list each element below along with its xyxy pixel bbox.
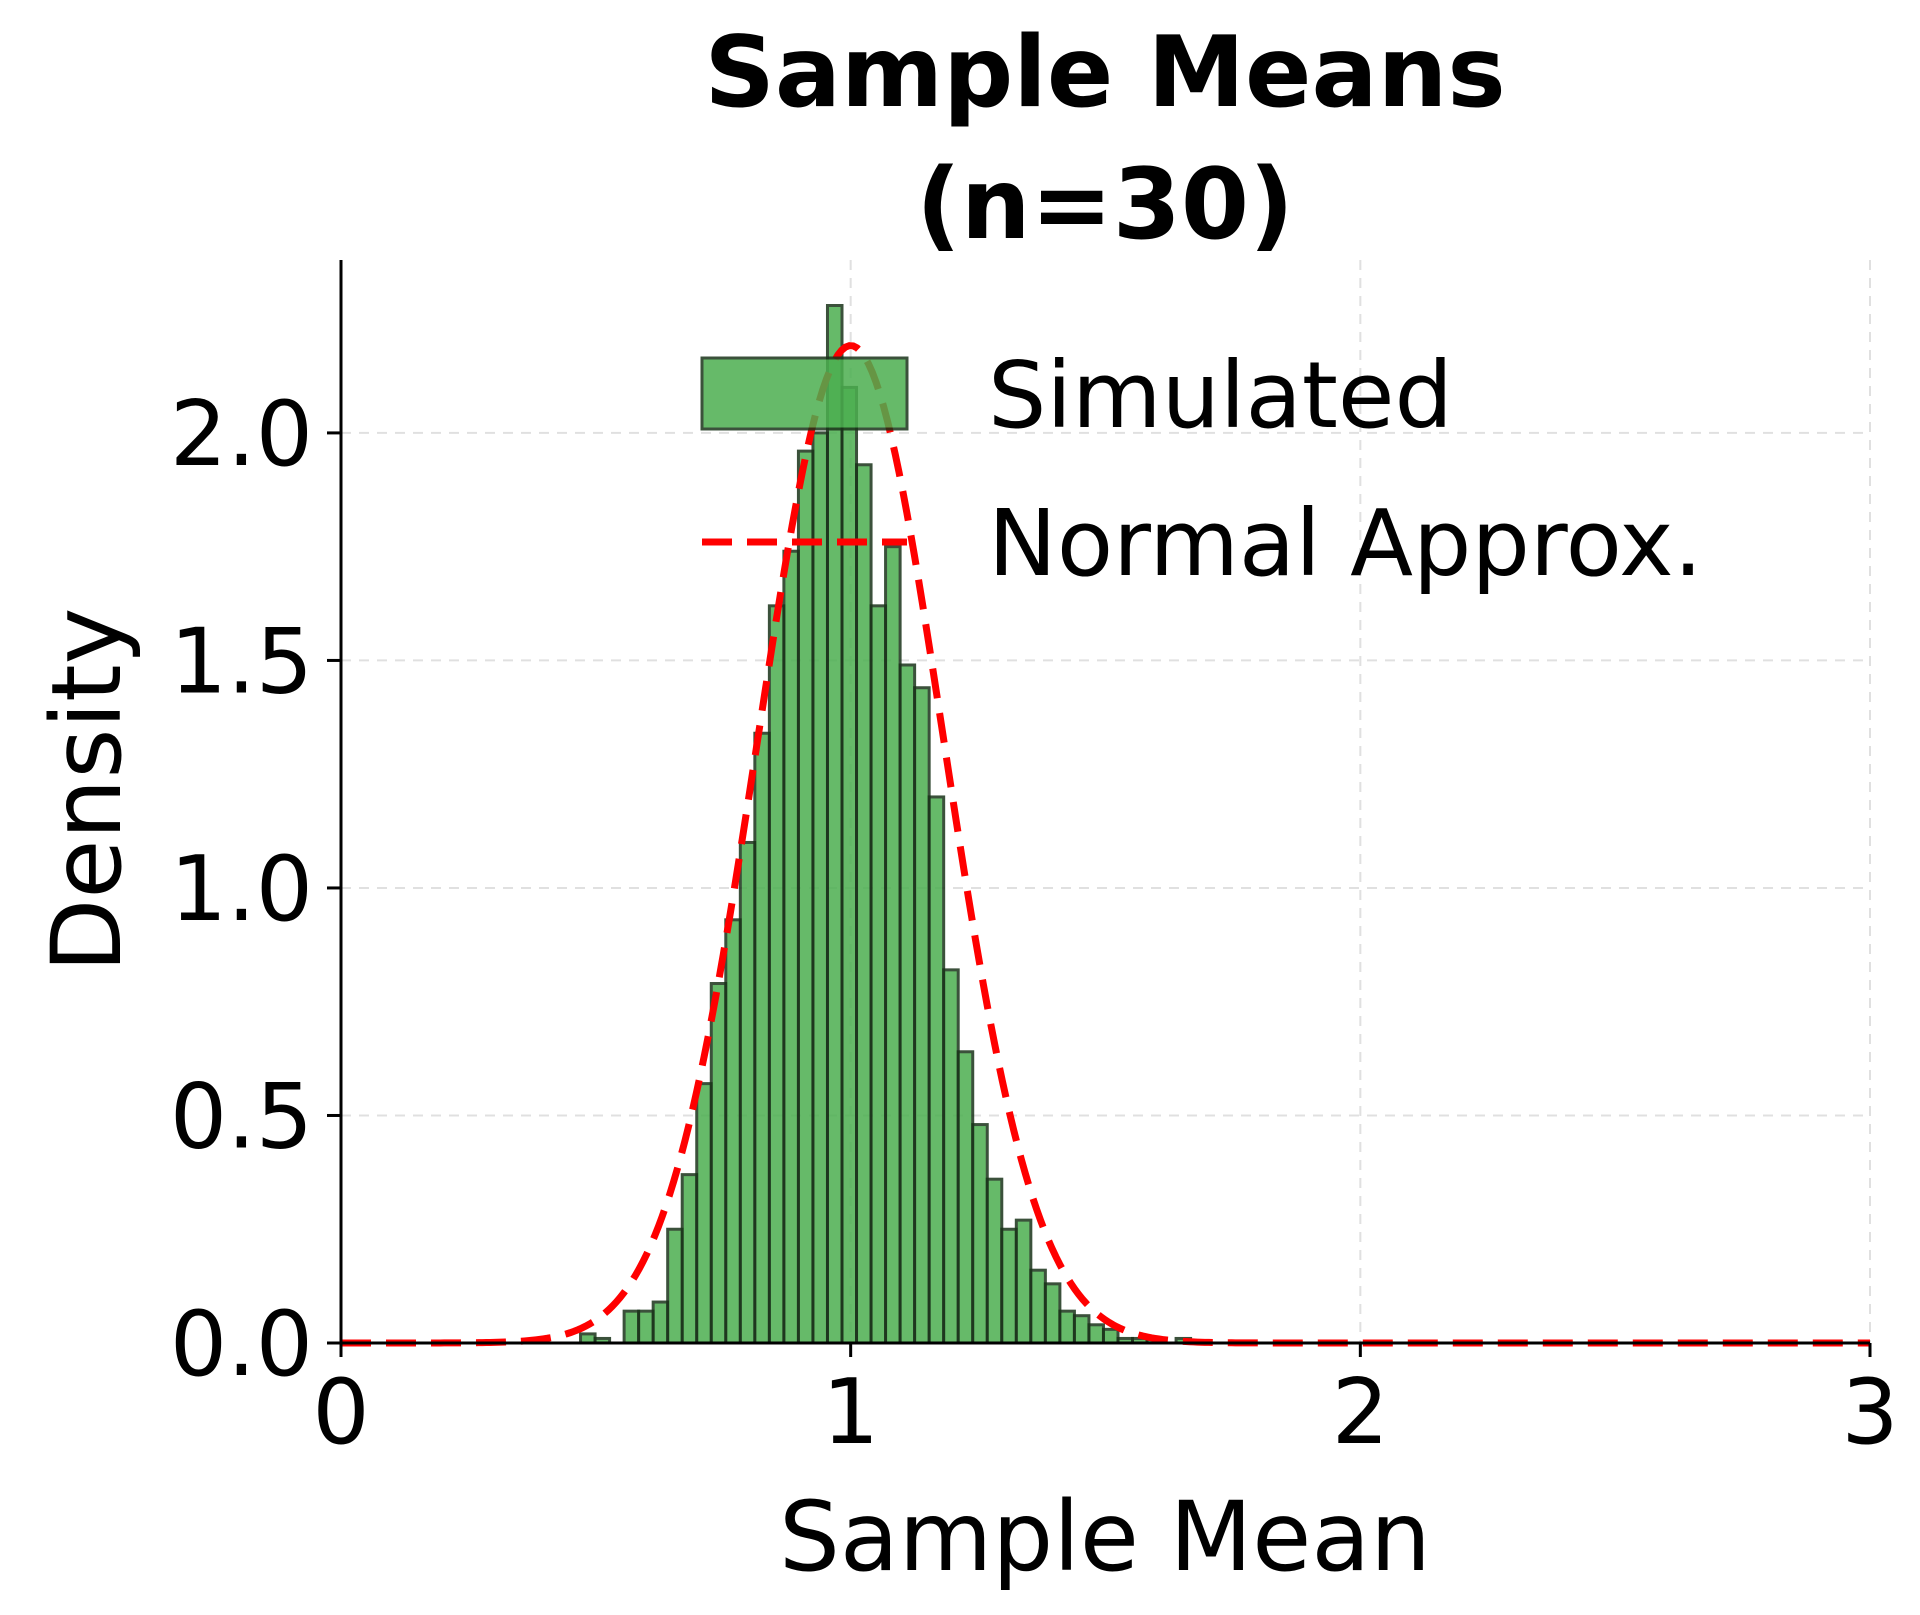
histogram-bar bbox=[855, 463, 873, 1345]
histogram-bar bbox=[1058, 1309, 1076, 1345]
histogram-bar bbox=[913, 686, 931, 1345]
histogram-bar bbox=[709, 982, 728, 1345]
histogram-bar bbox=[971, 1123, 989, 1345]
histogram-bar bbox=[753, 731, 771, 1345]
histogram-bar bbox=[840, 385, 859, 1345]
histogram-bar bbox=[767, 604, 786, 1345]
histogram-bar bbox=[622, 1309, 641, 1345]
histogram-bar bbox=[1029, 1268, 1047, 1345]
x-tick-label: 1 bbox=[822, 1360, 879, 1465]
histogram-bar bbox=[927, 795, 946, 1345]
y-ticks: 0.0 0.5 1.0 1.5 2.0 bbox=[170, 382, 341, 1397]
x-axis-label: Sample Mean bbox=[779, 1481, 1431, 1593]
legend: Simulated Normal Approx. bbox=[700, 342, 1703, 597]
histogram-bar bbox=[884, 545, 902, 1345]
histogram-bar bbox=[942, 968, 960, 1345]
y-tick-label: 2.0 bbox=[170, 382, 313, 487]
x-ticks: 0 1 2 3 bbox=[312, 1343, 1899, 1465]
histogram-bar bbox=[956, 1050, 975, 1345]
histogram-bar bbox=[796, 449, 815, 1345]
histogram-bar bbox=[1043, 1282, 1062, 1345]
legend-swatch-simulated bbox=[700, 356, 909, 431]
y-tick-label: 0.5 bbox=[170, 1064, 313, 1169]
histogram-bar bbox=[1014, 1218, 1033, 1345]
histogram-bar bbox=[1000, 1227, 1018, 1345]
histogram-bar bbox=[738, 840, 757, 1345]
x-tick-label: 3 bbox=[1841, 1360, 1898, 1465]
y-tick-label: 0.0 bbox=[170, 1292, 313, 1397]
chart-title-line-2: (n=30) bbox=[916, 148, 1294, 262]
histogram-bar bbox=[782, 549, 800, 1345]
histogram-bar bbox=[666, 1227, 684, 1345]
legend-label-simulated: Simulated bbox=[988, 342, 1453, 449]
y-tick-label: 1.0 bbox=[170, 837, 313, 942]
chart-title-line-1: Sample Means bbox=[704, 16, 1505, 130]
histogram-bar bbox=[724, 918, 742, 1345]
histogram-bar bbox=[898, 663, 917, 1345]
x-tick-label: 0 bbox=[312, 1360, 369, 1465]
histogram-bar bbox=[869, 604, 888, 1345]
histogram-bar bbox=[825, 304, 844, 1345]
histogram-bar bbox=[695, 1082, 713, 1345]
histogram-bar bbox=[1072, 1314, 1091, 1345]
histogram-bar bbox=[985, 1177, 1004, 1345]
legend-label-normal-approx: Normal Approx. bbox=[988, 490, 1703, 597]
histogram-bar bbox=[651, 1300, 670, 1345]
y-axis-label: Density bbox=[31, 608, 143, 973]
histogram-bar bbox=[1087, 1323, 1105, 1345]
histogram-bar bbox=[637, 1309, 655, 1345]
histogram-bar bbox=[1101, 1327, 1120, 1345]
histogram-bar bbox=[811, 431, 829, 1345]
grid-lines bbox=[341, 260, 1871, 1343]
y-tick-label: 1.5 bbox=[170, 609, 313, 714]
x-tick-label: 2 bbox=[1332, 1360, 1389, 1465]
histogram-bar bbox=[680, 1173, 699, 1345]
